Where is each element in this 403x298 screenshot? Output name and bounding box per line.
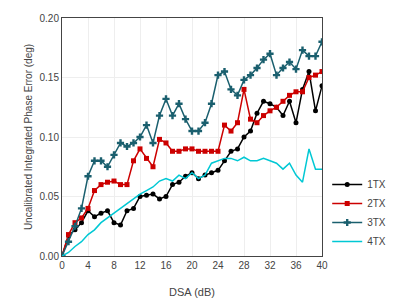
svg-text:0.10: 0.10 [40,132,60,143]
svg-text:DSA (dB): DSA (dB) [169,286,215,298]
svg-text:36: 36 [290,260,302,271]
svg-text:32: 32 [264,260,276,271]
svg-text:24: 24 [212,260,224,271]
svg-text:0.05: 0.05 [40,191,60,202]
svg-text:2TX: 2TX [367,198,386,209]
svg-text:Uncalibrated Integrated Phase: Uncalibrated Integrated Phase Error (deg… [23,44,34,230]
svg-text:8: 8 [111,260,117,271]
svg-text:0: 0 [59,260,65,271]
svg-text:40: 40 [316,260,328,271]
svg-text:0.15: 0.15 [40,72,60,83]
svg-text:1TX: 1TX [367,179,386,190]
svg-text:28: 28 [238,260,250,271]
svg-text:4TX: 4TX [367,236,386,247]
svg-text:0.20: 0.20 [40,13,60,24]
svg-text:12: 12 [134,260,146,271]
svg-text:4: 4 [85,260,91,271]
svg-text:0.00: 0.00 [40,251,60,262]
svg-text:20: 20 [186,260,198,271]
svg-text:3TX: 3TX [367,217,386,228]
svg-text:16: 16 [160,260,172,271]
